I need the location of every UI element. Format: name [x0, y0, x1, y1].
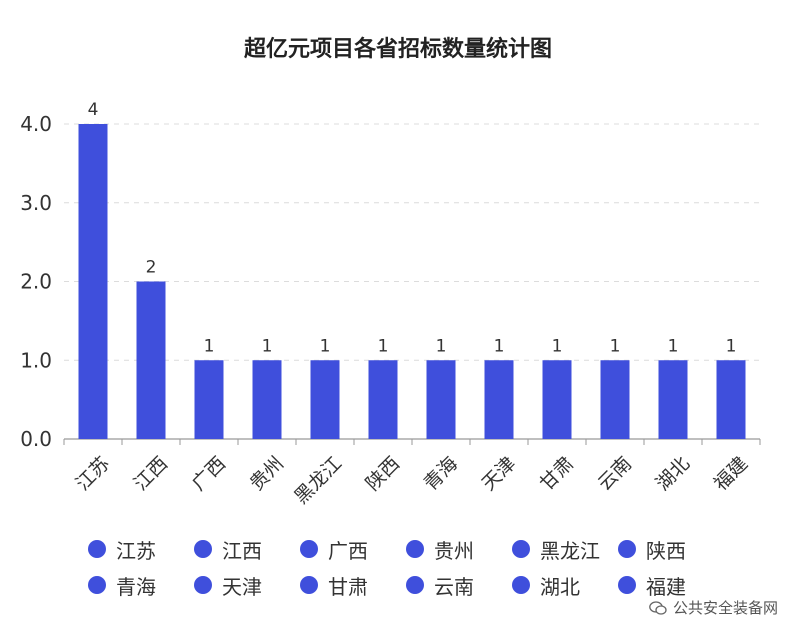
bars: [78, 124, 746, 439]
x-tick-label: 青海: [420, 453, 462, 495]
legend-label: 云南: [434, 574, 474, 599]
y-tick-label: 4.0: [20, 112, 52, 136]
data-label: 1: [320, 336, 331, 356]
grid-lines: [64, 123, 760, 361]
legend: 江苏 江西 广西 贵州 黑龙江 陕西青海 天津 甘肃 云南 湖北 福建: [88, 536, 728, 599]
x-tick-label: 云南: [594, 453, 636, 495]
bar: [716, 360, 746, 439]
legend-label: 天津: [222, 574, 262, 599]
y-tick-label: 3.0: [20, 191, 52, 215]
legend-item[interactable]: 黑龙江: [512, 536, 618, 563]
bar: [600, 360, 630, 439]
data-label: 1: [494, 336, 505, 356]
legend-item[interactable]: 云南: [406, 572, 512, 599]
legend-item[interactable]: 江西: [194, 536, 300, 563]
chart-title: 超亿元项目各省招标数量统计图: [244, 36, 552, 62]
x-tick-label: 广西: [188, 453, 230, 495]
legend-marker-icon: [88, 540, 106, 558]
legend-label: 陕西: [646, 538, 686, 563]
y-tick-labels: 0.0 1.0 2.0 3.0 4.0: [20, 112, 52, 451]
data-label: 1: [726, 336, 737, 356]
bar: [658, 360, 688, 439]
x-tick-labels: 江苏 江西 广西 贵州 黑龙江 陕西 青海 天津 甘肃 云南 湖北 福建: [72, 453, 752, 509]
legend-label: 江西: [222, 538, 262, 563]
bar: [136, 281, 166, 439]
x-tick-label: 贵州: [246, 453, 288, 495]
legend-item[interactable]: 甘肃: [300, 572, 406, 599]
legend-marker-icon: [194, 540, 212, 558]
x-tick-label: 陕西: [362, 453, 404, 495]
x-tick-label: 湖北: [652, 453, 694, 495]
legend-label: 甘肃: [328, 574, 368, 599]
legend-label: 黑龙江: [540, 538, 600, 563]
data-label: 1: [262, 336, 273, 356]
legend-marker-icon: [300, 576, 318, 594]
data-label: 1: [436, 336, 447, 356]
bar: [484, 360, 514, 439]
x-tick-label: 甘肃: [536, 453, 578, 495]
x-tick-label: 黑龙江: [290, 453, 346, 509]
legend-item[interactable]: 陕西: [618, 536, 724, 563]
bar: [78, 124, 108, 439]
legend-marker-icon: [194, 576, 212, 594]
data-label: 2: [146, 258, 157, 278]
data-label: 1: [552, 336, 563, 356]
bar: [194, 360, 224, 439]
y-tick-label: 1.0: [20, 348, 52, 372]
legend-item[interactable]: 青海: [88, 572, 194, 599]
x-tick-label: 福建: [710, 453, 752, 495]
axes: [63, 438, 761, 445]
bar: [426, 360, 456, 439]
x-tick-label: 江西: [130, 453, 172, 495]
legend-item[interactable]: 福建: [618, 572, 724, 599]
legend-marker-icon: [618, 540, 636, 558]
bar: [368, 360, 398, 439]
data-label: 1: [610, 336, 621, 356]
wechat-icon: [649, 600, 667, 615]
data-label: 4: [88, 100, 99, 120]
y-tick-label: 0.0: [20, 427, 52, 451]
y-tick-label: 2.0: [20, 270, 52, 294]
legend-item[interactable]: 贵州: [406, 536, 512, 563]
legend-item[interactable]: 江苏: [88, 536, 194, 563]
legend-label: 青海: [116, 574, 156, 599]
legend-label: 贵州: [434, 538, 474, 563]
legend-item[interactable]: 天津: [194, 572, 300, 599]
legend-marker-icon: [406, 540, 424, 558]
bar: [542, 360, 572, 439]
bar: [310, 360, 340, 439]
legend-item[interactable]: 广西: [300, 536, 406, 563]
data-label: 1: [378, 336, 389, 356]
legend-marker-icon: [406, 576, 424, 594]
watermark: 公共安全装备网: [649, 597, 778, 618]
data-label: 1: [668, 336, 679, 356]
legend-marker-icon: [300, 540, 318, 558]
legend-marker-icon: [88, 576, 106, 594]
legend-marker-icon: [618, 576, 636, 594]
legend-label: 广西: [328, 538, 368, 563]
x-tick-label: 江苏: [72, 453, 114, 495]
x-tick-label: 天津: [478, 453, 520, 495]
legend-marker-icon: [512, 576, 530, 594]
legend-item[interactable]: 湖北: [512, 572, 618, 599]
data-labels: 4 2 1 1 1 1 1 1 1 1 1 1: [88, 100, 737, 356]
data-label: 1: [204, 336, 215, 356]
legend-label: 福建: [646, 574, 686, 599]
legend-label: 江苏: [116, 538, 156, 563]
legend-label: 湖北: [540, 574, 580, 599]
legend-marker-icon: [512, 540, 530, 558]
watermark-text: 公共安全装备网: [672, 599, 778, 617]
bar: [252, 360, 282, 439]
